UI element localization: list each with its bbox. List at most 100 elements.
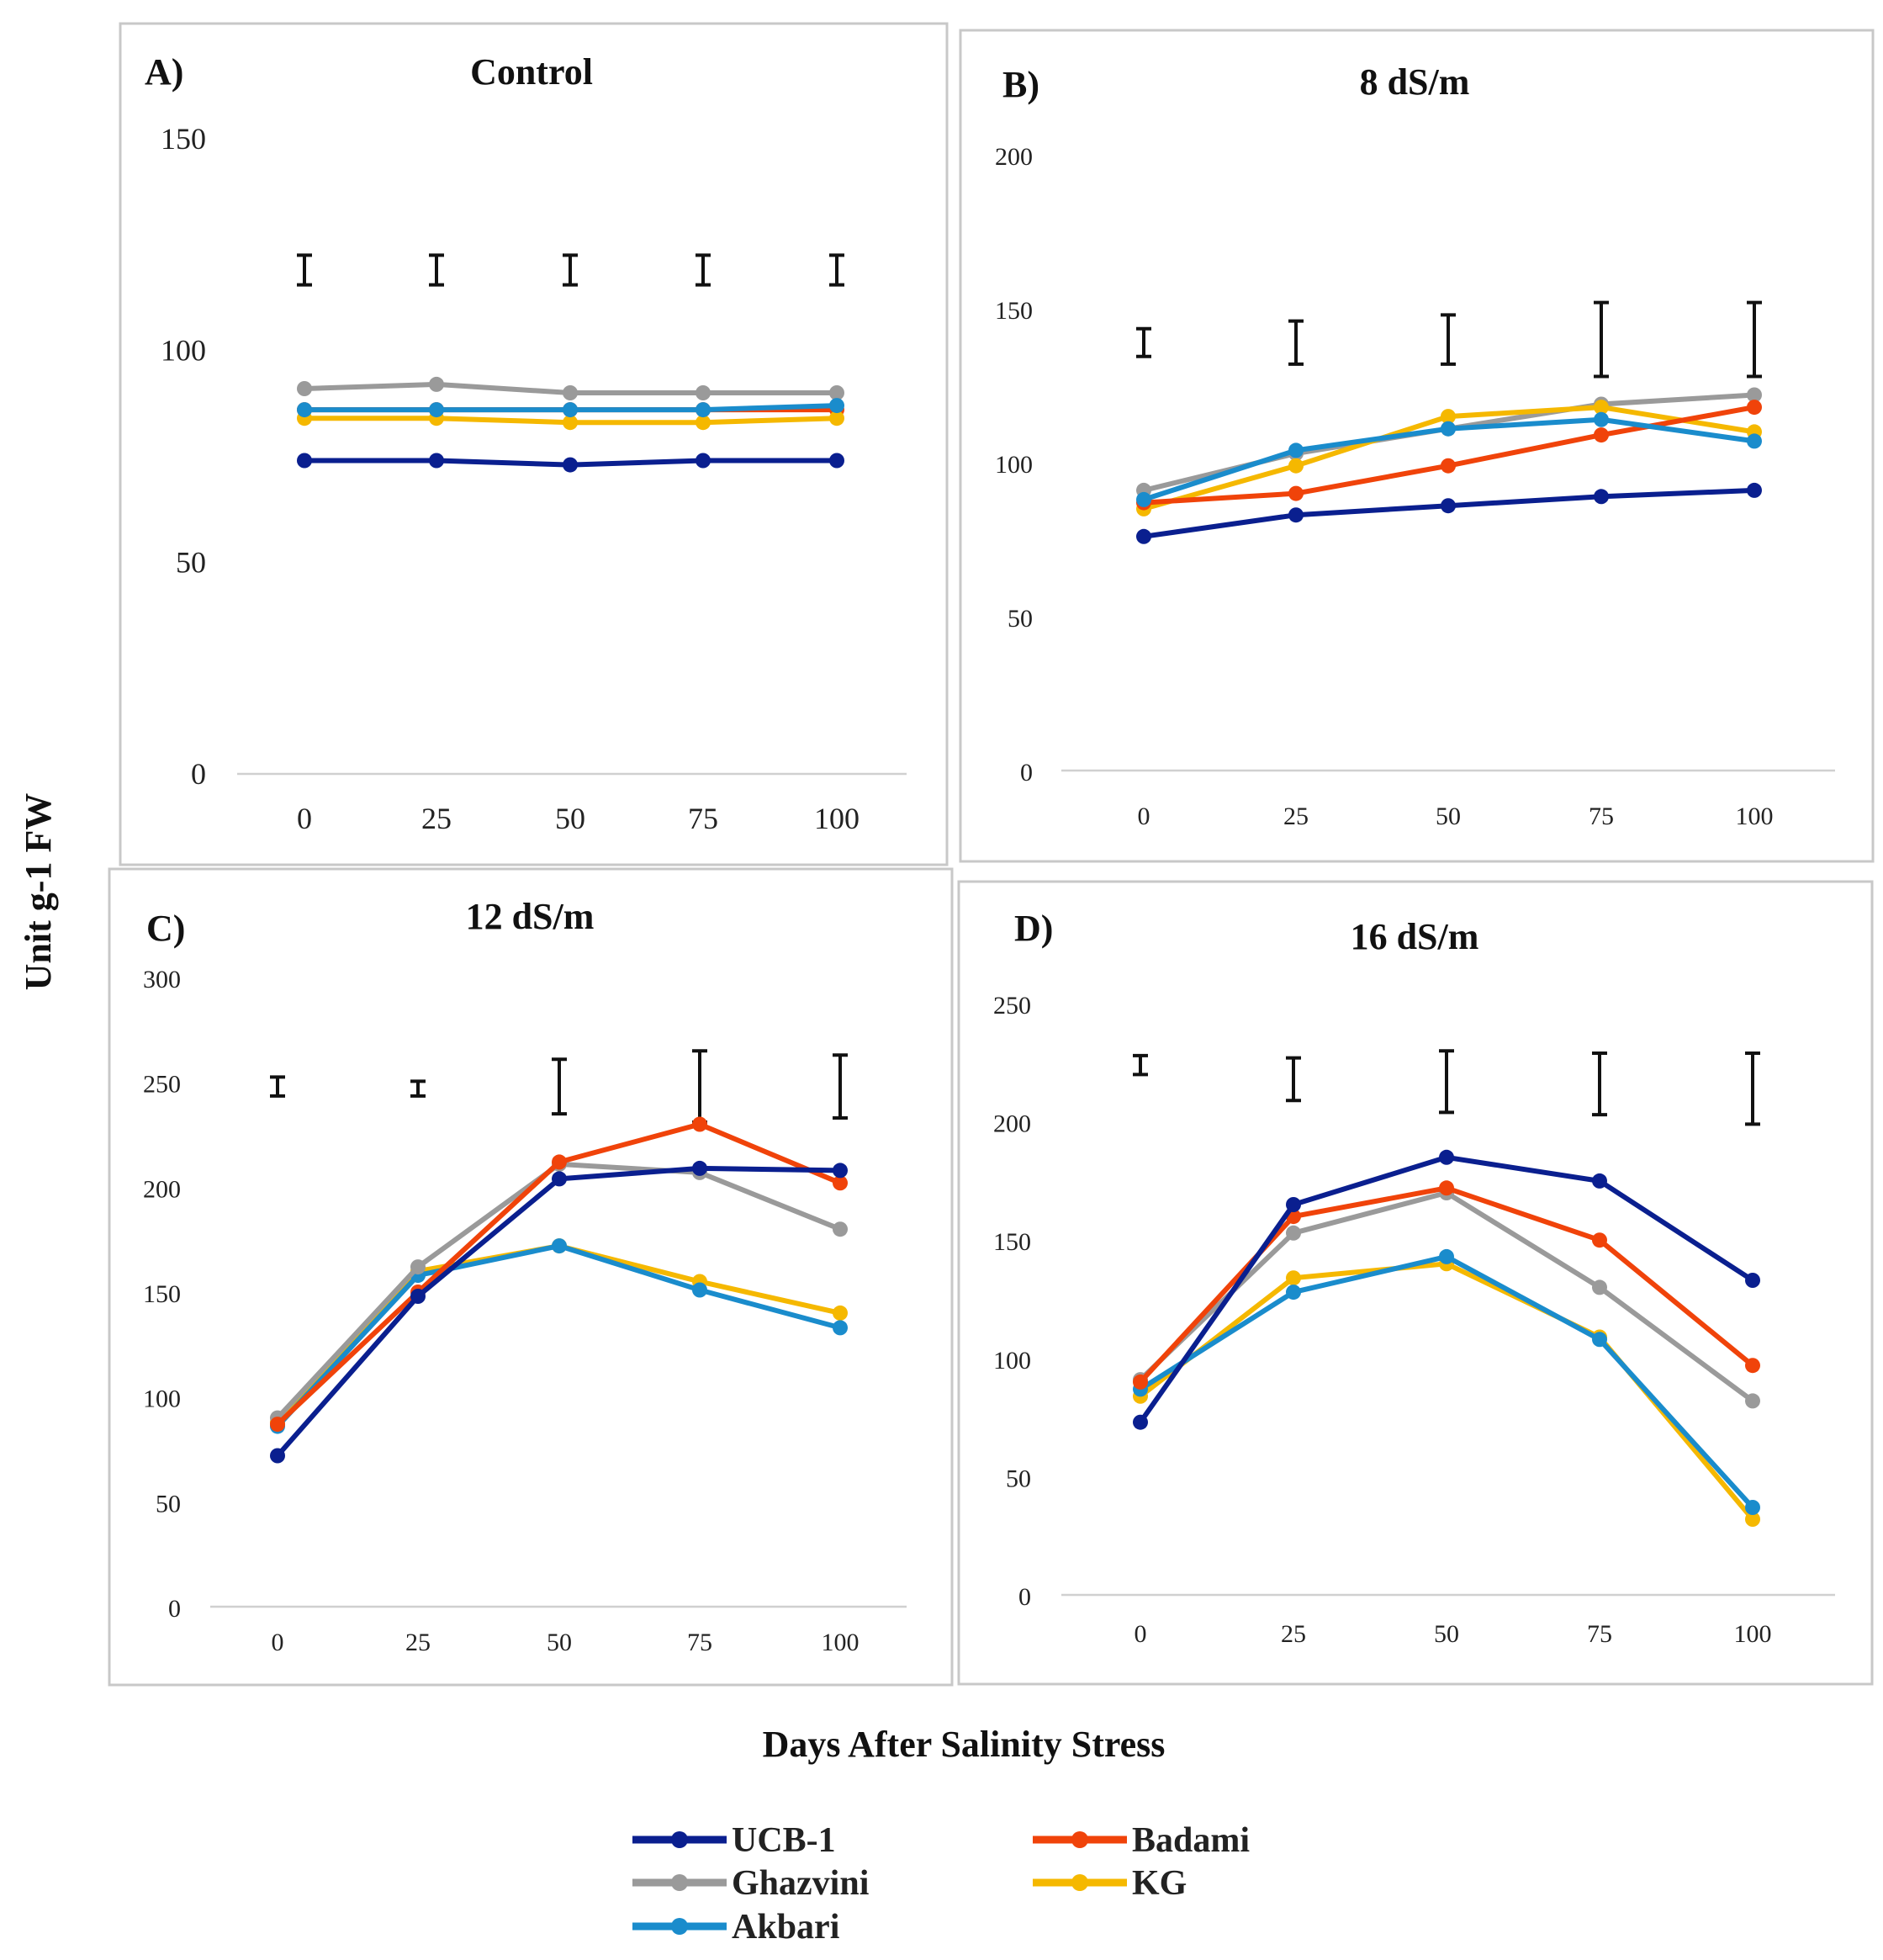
panel-b-point-badami <box>1747 400 1762 416</box>
panel-b-point-badami <box>1594 427 1609 443</box>
panel-a-point-ghazvini <box>429 376 444 392</box>
panel-b-point-badami <box>1288 485 1304 501</box>
panel-d-x-tick-label: 50 <box>1434 1620 1459 1648</box>
legend-swatch-marker <box>671 1918 688 1935</box>
panel-d-x-tick-label: 100 <box>1734 1620 1772 1648</box>
panel-c-point-badami <box>692 1116 707 1132</box>
panel-d-error-bar <box>1439 1049 1454 1115</box>
panel-a-point-akbari <box>829 398 844 414</box>
panel-c-error-bar <box>833 1053 848 1120</box>
legend: UCB-1 Badami Ghazvini KG Akbari <box>632 1821 1250 1947</box>
panel-d-point-kg <box>1286 1270 1301 1286</box>
panel-c-error-bar <box>552 1057 567 1116</box>
panel-c-y-tick-label: 50 <box>156 1490 181 1518</box>
panel-c-series-badami <box>270 1116 848 1433</box>
panel-d-point-ucb-1 <box>1439 1149 1454 1165</box>
panel-d-point-badami <box>1133 1374 1148 1390</box>
panel-a-point-ucb-1 <box>429 453 444 469</box>
panel-d-point-akbari <box>1286 1285 1301 1300</box>
panel-b-error-bar <box>1136 326 1151 358</box>
panel-c-frame <box>108 867 954 1687</box>
legend-label: UCB-1 <box>732 1821 836 1860</box>
panel-d-y-tick-label: 200 <box>993 1110 1031 1138</box>
panel-b-point-ghazvini <box>1747 387 1762 403</box>
panel-a-y-tick-label: 150 <box>161 122 206 156</box>
legend-swatch-marker <box>1071 1874 1088 1891</box>
legend-item-akbari: Akbari <box>632 1908 840 1947</box>
panel-d-point-ghazvini <box>1286 1225 1301 1241</box>
panel-a-point-akbari <box>429 402 444 418</box>
panel-b-point-ucb-1 <box>1288 507 1304 523</box>
panel-b-point-akbari <box>1594 411 1609 427</box>
panel-a-x-tick-label: 50 <box>555 802 585 835</box>
panel-b-error-bar <box>1594 300 1609 379</box>
panel-a: A) Control 0 50 100 150 0 25 50 75 100 <box>119 22 949 866</box>
panel-c-point-badami <box>270 1417 285 1433</box>
panel-a-point-ucb-1 <box>297 453 312 469</box>
panel-b-point-akbari <box>1136 491 1151 507</box>
panel-a-point-akbari <box>297 402 312 418</box>
panel-b-x-tick-label: 0 <box>1138 803 1150 830</box>
legend-swatch-marker <box>671 1874 688 1891</box>
panel-a-series-ucb-1 <box>297 453 844 473</box>
panel-c-y-tick-label: 0 <box>168 1595 181 1623</box>
panel-d-x-tick-label: 0 <box>1135 1620 1147 1648</box>
panel-c-error-bar <box>692 1049 707 1125</box>
panel-c-point-ghazvini <box>833 1221 848 1237</box>
legend-swatch-marker <box>671 1831 688 1848</box>
panel-a-x-tick-label: 75 <box>688 802 718 835</box>
panel-d-y-tick-label: 250 <box>993 992 1031 1020</box>
panel-d-point-badami <box>1439 1180 1454 1196</box>
panel-c-point-badami <box>552 1154 567 1170</box>
panel-c-point-ucb-1 <box>270 1448 285 1464</box>
panel-d-error-bar <box>1133 1053 1148 1077</box>
y-axis-title: Unit g-1 FW <box>18 793 59 991</box>
legend-label: Badami <box>1132 1821 1250 1860</box>
panel-a-x-tick-label: 100 <box>814 802 860 835</box>
panel-b-point-akbari <box>1288 442 1304 458</box>
legend-swatch-marker <box>1071 1831 1088 1848</box>
panel-b-point-kg <box>1288 458 1304 474</box>
panel-a-point-ucb-1 <box>563 457 578 473</box>
panel-c-error-bar <box>270 1075 285 1098</box>
panel-b: B) 8 dS/m 0 50 100 150 200 0 25 50 75 100 <box>959 29 1875 863</box>
panel-a-point-akbari <box>563 402 578 418</box>
panel-c-point-kg <box>833 1305 848 1321</box>
panel-d-y-tick-label: 150 <box>993 1228 1031 1256</box>
panel-b-letter: B) <box>1002 64 1039 105</box>
panel-d-line-ghazvini <box>1138 1190 1755 1404</box>
panel-c-point-ucb-1 <box>410 1289 426 1304</box>
panel-d-frame <box>957 880 1874 1686</box>
panel-a-title: Control <box>470 51 593 93</box>
panel-d-title: 16 dS/m <box>1351 916 1479 957</box>
panel-d-error-bar <box>1745 1052 1760 1126</box>
legend-label: Akbari <box>732 1908 840 1947</box>
legend-label: KG <box>1132 1864 1187 1903</box>
panel-b-error-bar <box>1441 313 1456 366</box>
panel-c-x-tick-label: 25 <box>405 1629 431 1656</box>
panel-c-series-ghazvini <box>270 1156 848 1426</box>
panel-c-point-ucb-1 <box>692 1160 707 1176</box>
panel-a-y-tick-label: 0 <box>191 757 206 791</box>
panel-d-point-akbari <box>1439 1248 1454 1264</box>
panel-d-point-kg <box>1745 1512 1760 1527</box>
panel-a-y-tick-label: 50 <box>176 545 206 579</box>
panel-b-series-ucb-1 <box>1136 482 1762 544</box>
panel-d-point-akbari <box>1745 1500 1760 1515</box>
legend-item-ucb-1: UCB-1 <box>632 1821 836 1860</box>
panel-d-point-ghazvini <box>1592 1279 1607 1295</box>
panel-c-line-akbari <box>275 1243 843 1429</box>
x-axis-title: Days After Salinity Stress <box>763 1724 1166 1765</box>
panel-a-frame <box>119 22 949 866</box>
panel-b-y-tick-label: 100 <box>995 451 1033 479</box>
panel-c-series-ucb-1 <box>270 1160 848 1464</box>
panel-c-title: 12 dS/m <box>466 896 595 937</box>
panel-d-x-tick-label: 75 <box>1587 1620 1612 1648</box>
panel-d-point-akbari <box>1592 1332 1607 1348</box>
panel-a-point-ghazvini <box>696 385 711 400</box>
panel-d-y-tick-label: 0 <box>1018 1583 1031 1611</box>
panel-d-error-bar <box>1592 1052 1607 1117</box>
panel-b-point-badami <box>1441 458 1456 474</box>
panel-c-point-ghazvini <box>410 1259 426 1275</box>
